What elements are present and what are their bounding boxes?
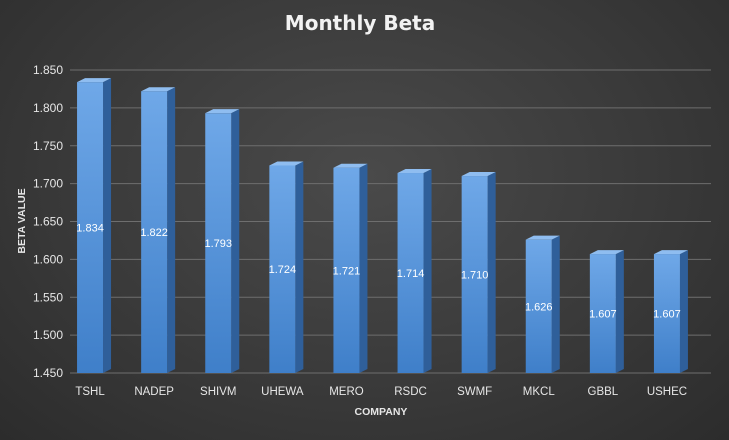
bar (269, 161, 304, 373)
bars: 1.834 1.822 1.793 1.724 1.721 1.714 1.710 1.626… (76, 78, 688, 374)
y-axis-ticks: 1.450 1.500 1.550 1.600 1.650 1.700 1.750 1.800… (33, 63, 63, 380)
bar-top (205, 109, 240, 114)
data-label: 1.710 (461, 270, 489, 282)
bar (141, 87, 176, 374)
y-tick-label: 1.850 (33, 63, 63, 77)
data-label: 1.793 (204, 238, 232, 250)
y-axis-title: BETA VALUE (16, 188, 28, 253)
bar (205, 109, 240, 374)
bar-side (231, 109, 240, 374)
bar-side (359, 163, 368, 373)
bar (397, 169, 432, 373)
y-tick-label: 1.550 (33, 290, 63, 304)
bar-top (77, 78, 112, 83)
y-tick-label: 1.750 (33, 139, 63, 153)
bar-top (525, 235, 560, 240)
data-label: 1.626 (525, 301, 553, 313)
bar-top (589, 250, 624, 255)
y-tick-label: 1.650 (33, 215, 63, 229)
x-category-label: SWMF (457, 386, 492, 398)
x-category-label: UHEWA (261, 386, 304, 398)
bar-top (269, 161, 304, 166)
bar (333, 163, 368, 373)
bar-top (653, 250, 688, 255)
bar-front (205, 113, 232, 374)
x-category-label: RSDC (394, 386, 427, 398)
chart-title: Monthly Beta (285, 11, 435, 35)
x-axis-title: COMPANY (355, 406, 408, 418)
gridlines (70, 69, 711, 374)
x-category-label: MERO (329, 386, 364, 398)
y-tick-label: 1.800 (33, 101, 63, 115)
bar-front (77, 82, 104, 374)
bar-side (167, 87, 176, 374)
bar-side (679, 250, 688, 373)
bar-side (551, 235, 560, 373)
bar (77, 78, 112, 374)
bar-front (141, 91, 168, 374)
x-category-label: USHEC (647, 386, 687, 398)
bar-front (653, 254, 680, 373)
data-label: 1.822 (140, 227, 168, 239)
bar-front (525, 239, 552, 373)
data-label: 1.724 (269, 264, 297, 276)
data-label: 1.714 (397, 268, 425, 280)
bar-front (589, 254, 616, 373)
x-category-label: GBBL (588, 386, 619, 398)
bar (589, 250, 624, 373)
data-label: 1.834 (76, 223, 104, 235)
bar-side (295, 161, 304, 373)
bar-side (487, 172, 496, 373)
bar-top (397, 169, 432, 174)
bar-side (615, 250, 624, 373)
bar-top (333, 163, 368, 168)
bar-front (269, 165, 296, 373)
data-label: 1.721 (333, 265, 361, 277)
bar-front (461, 176, 488, 373)
y-tick-label: 1.700 (33, 177, 63, 191)
x-category-label: SHIVM (200, 386, 236, 398)
bar (525, 235, 560, 373)
bar-top (141, 87, 176, 92)
x-category-label: TSHL (75, 386, 105, 398)
bar-front (397, 173, 424, 373)
y-tick-label: 1.600 (33, 252, 63, 266)
x-category-label: NADEP (134, 386, 174, 398)
y-tick-label: 1.500 (33, 328, 63, 342)
bar-top (461, 172, 496, 177)
bar-side (423, 169, 432, 373)
y-tick-label: 1.450 (33, 366, 63, 380)
bar (653, 250, 688, 373)
bar (461, 172, 496, 373)
data-label: 1.607 (589, 309, 617, 321)
bar-side (103, 78, 112, 374)
x-category-label: MKCL (523, 386, 556, 398)
bar-front (333, 167, 360, 373)
data-label: 1.607 (653, 309, 681, 321)
x-axis-categories: TSHL NADEP SHIVM UHEWA MERO RSDC SWMF MKCL GBBL U… (75, 386, 687, 398)
